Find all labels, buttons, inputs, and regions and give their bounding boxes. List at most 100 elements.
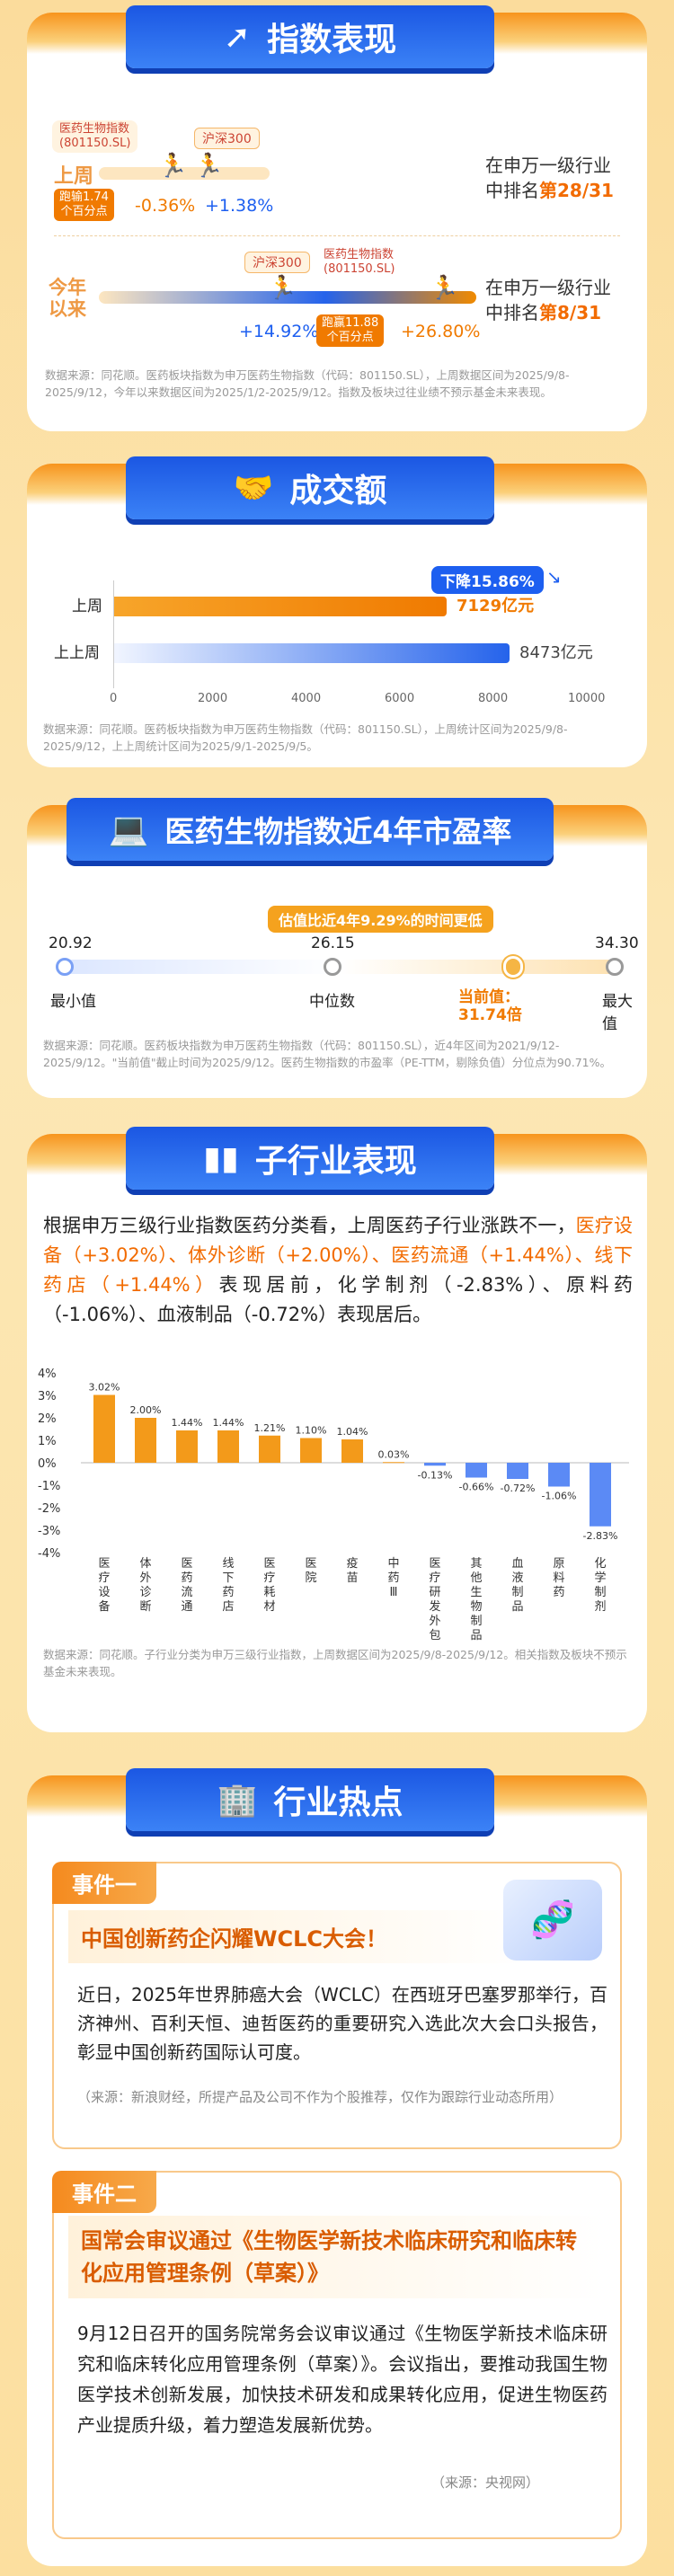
category-label: 医 bbox=[181, 1557, 192, 1571]
y-tick: -3% bbox=[38, 1525, 60, 1538]
bar bbox=[590, 1463, 611, 1527]
bar bbox=[93, 1394, 115, 1463]
bar-label: 上上周 bbox=[54, 644, 100, 662]
category-label: 药 bbox=[222, 1586, 234, 1599]
building-icon: 🏢 bbox=[217, 1782, 258, 1819]
y-tick: -2% bbox=[38, 1502, 60, 1516]
current-marker bbox=[502, 956, 523, 978]
category-label: 流 bbox=[181, 1586, 192, 1599]
index-performance-banner: ➚ 指数表现 bbox=[126, 5, 494, 68]
category-label: 研 bbox=[429, 1586, 440, 1599]
event-1-title: 中国创新药企闪耀WCLC大会！ bbox=[68, 1910, 527, 1963]
category-label: 疗 bbox=[98, 1571, 110, 1585]
week-track bbox=[99, 167, 270, 180]
section-title: 子行业表现 bbox=[254, 1143, 417, 1180]
hs300-label: 沪深300 bbox=[194, 128, 260, 149]
pe-banner: 💻 医药生物指数近4年市盈率 bbox=[67, 798, 554, 861]
decline-badge: 下降15.86% bbox=[431, 566, 544, 594]
category-label: 液 bbox=[511, 1571, 523, 1585]
y-tick: -4% bbox=[38, 1547, 60, 1561]
x-tick: 2000 bbox=[198, 692, 228, 705]
category-label: 其 bbox=[470, 1557, 482, 1571]
category-label: 疗 bbox=[429, 1571, 440, 1585]
category-label: 诊 bbox=[139, 1586, 151, 1599]
bar-value: 7129亿元 bbox=[457, 597, 535, 615]
category-label: 医 bbox=[305, 1557, 316, 1571]
category-label: 品 bbox=[470, 1629, 482, 1642]
category-label: 化 bbox=[594, 1557, 606, 1571]
week-hs300-change: +1.38% bbox=[205, 196, 274, 216]
top-performers: 医疗设备（+3.02%）、体外诊断（+2.00%）、医药流通（+1.44%）、线… bbox=[43, 1215, 634, 1296]
category-label: 材 bbox=[263, 1600, 275, 1614]
mid-value: 26.15 bbox=[311, 934, 355, 952]
week-rank-text: 在申万一级行业 中排名第28/31 bbox=[485, 155, 614, 201]
category-label: 药 bbox=[387, 1571, 399, 1585]
category-label: 院 bbox=[305, 1571, 316, 1585]
bar bbox=[176, 1430, 198, 1463]
mid-label: 中位数 bbox=[309, 993, 355, 1011]
x-tick: 8000 bbox=[478, 692, 509, 705]
footnote: 数据来源：同花顺。医药板块指数为申万医药生物指数（代码：801150.SL），上… bbox=[43, 722, 568, 753]
ytd-index-change: +26.80% bbox=[401, 322, 481, 341]
category-label: 外 bbox=[139, 1571, 151, 1585]
section-title: 指数表现 bbox=[267, 22, 397, 58]
current-value: 31.74倍 bbox=[458, 1006, 522, 1024]
min-marker bbox=[56, 958, 74, 976]
category-label: 料 bbox=[553, 1571, 564, 1585]
category-label: 疫 bbox=[346, 1556, 358, 1571]
footnote: 数据来源：同花顺。医药板块指数为申万医药生物指数（代码：801150.SL），上… bbox=[45, 368, 570, 399]
min-label: 最小值 bbox=[50, 993, 96, 1011]
category-label: 断 bbox=[139, 1600, 151, 1614]
min-value: 20.92 bbox=[49, 934, 93, 952]
event-2-title: 国常会审议通过《生物医学新技术临床研究和临床转化应用管理条例（草案）》 bbox=[68, 2216, 604, 2298]
section-title: 行业热点 bbox=[273, 1784, 404, 1821]
week-rank: 第28/31 bbox=[539, 180, 614, 201]
y-tick: 2% bbox=[38, 1412, 57, 1426]
category-label: 学 bbox=[594, 1571, 606, 1585]
category-label: 剂 bbox=[594, 1600, 606, 1614]
axis-line bbox=[113, 580, 114, 688]
bar-prev-week bbox=[114, 643, 510, 663]
bar-value: 8473亿元 bbox=[519, 643, 593, 662]
bar-label: 上周 bbox=[72, 598, 102, 615]
subsector-paragraph: 根据申万三级行业指数医药分类看，上周医药子行业涨跌不一，医疗设备（+3.02%）… bbox=[43, 1215, 634, 1325]
trend-arrow-icon: ➚ bbox=[223, 18, 252, 56]
data-label: 1.44% bbox=[213, 1417, 244, 1429]
runner-icon: 🏃 bbox=[268, 275, 297, 302]
category-label: 中 bbox=[387, 1557, 399, 1571]
pe-range: 估值比近4年9.29%的时间更低 20.92 26.15 34.30 最小值 中… bbox=[27, 899, 647, 1033]
bar-chart-icon: ▮▮ bbox=[203, 1139, 239, 1177]
valuation-tag: 估值比近4年9.29%的时间更低 bbox=[268, 906, 493, 933]
week-label: 上周 bbox=[54, 165, 94, 188]
subsector-banner: ▮▮ 子行业表现 bbox=[126, 1127, 494, 1190]
ytd-rank: 第8/31 bbox=[539, 302, 602, 323]
event-1-body: 近日，2025年世界肺癌大会（WCLC）在西班牙巴塞罗那举行，百济神州、百利天恒… bbox=[77, 1984, 607, 2063]
category-label: 制 bbox=[594, 1586, 606, 1599]
bar bbox=[341, 1439, 363, 1463]
category-label: 制 bbox=[511, 1586, 523, 1599]
data-label: -0.72% bbox=[501, 1483, 536, 1494]
category-label: 品 bbox=[511, 1600, 523, 1614]
category-label: 生 bbox=[470, 1586, 482, 1599]
bar bbox=[135, 1418, 156, 1463]
category-label: 外 bbox=[429, 1615, 440, 1628]
turnover-banner: 🤝 成交额 bbox=[126, 456, 494, 519]
subsector-card bbox=[27, 1134, 647, 1732]
week-index-change: -0.36% bbox=[135, 196, 196, 216]
category-label: 发 bbox=[429, 1599, 440, 1614]
category-label: 备 bbox=[98, 1599, 110, 1614]
y-tick: 0% bbox=[38, 1457, 57, 1471]
footnote: 数据来源：同花顺。子行业分类为申万三级行业指数，上周数据区间为2025/9/8-… bbox=[43, 1648, 627, 1678]
max-marker bbox=[606, 958, 624, 976]
runner-icon: 🏃 bbox=[430, 275, 459, 302]
category-label: 医 bbox=[98, 1557, 110, 1571]
current-label: 当前值： 31.74倍 bbox=[458, 988, 522, 1024]
event-1-source: （来源：新浪财经，所提产品及公司不作为个股推荐，仅作为跟踪行业动态所用） bbox=[77, 2089, 563, 2105]
bar bbox=[300, 1438, 322, 1463]
category-label: 他 bbox=[470, 1571, 482, 1585]
section-title: 医药生物指数近4年市盈率 bbox=[164, 814, 512, 849]
x-tick: 0 bbox=[110, 692, 118, 705]
category-label: 医 bbox=[263, 1557, 275, 1571]
hotspot-banner: 🏢 行业热点 bbox=[126, 1768, 494, 1831]
category-label: Ⅲ bbox=[390, 1586, 398, 1599]
